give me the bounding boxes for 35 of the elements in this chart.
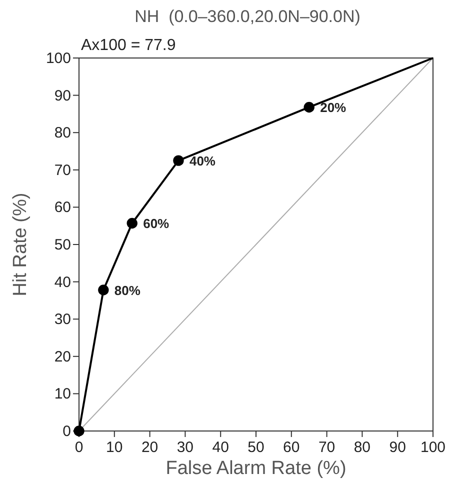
point <box>304 102 314 113</box>
annotation: 40% <box>189 154 216 169</box>
annotation: 80% <box>114 283 141 298</box>
annotation: 20% <box>320 100 347 116</box>
y-tick-label: 0 <box>62 423 71 440</box>
y-tick-label: 20 <box>54 348 71 366</box>
x-tick-label: 70 <box>318 439 336 456</box>
x-axis-title: False Alarm Rate (%) <box>166 458 346 479</box>
y-tick-label: 30 <box>54 311 71 328</box>
point <box>74 426 84 436</box>
y-tick-label: 80 <box>54 124 71 142</box>
x-tick-label: 100 <box>420 439 446 456</box>
y-tick-label: 40 <box>54 274 71 291</box>
x-tick-label: 0 <box>74 439 84 456</box>
chart-title: NH (0.0–360.0,20.0N–90.0N) <box>134 7 360 26</box>
point <box>126 218 138 229</box>
x-tick-label: 50 <box>248 439 264 456</box>
annotation: 60% <box>143 216 170 232</box>
y-axis-title: Hit Rate (%) <box>10 192 31 296</box>
point <box>98 284 109 296</box>
point <box>173 155 184 166</box>
y-tick-label: 10 <box>54 386 71 403</box>
y-tick-label: 90 <box>54 87 71 104</box>
x-tick-label: 40 <box>212 439 229 456</box>
x-tick-label: 90 <box>389 439 406 456</box>
x-tick-label: 10 <box>106 439 123 456</box>
chart-subtitle: Ax100 = 77.9 <box>81 37 176 54</box>
y-tick-label: 60 <box>54 199 71 216</box>
y-tick-label: 50 <box>54 236 71 254</box>
x-tick-label: 80 <box>354 439 371 456</box>
x-tick-label: 60 <box>283 439 300 456</box>
x-tick-label: 30 <box>176 439 194 456</box>
y-tick-label: 70 <box>54 162 71 179</box>
x-tick-label: 20 <box>141 439 158 456</box>
y-tick-label: 100 <box>46 50 71 67</box>
